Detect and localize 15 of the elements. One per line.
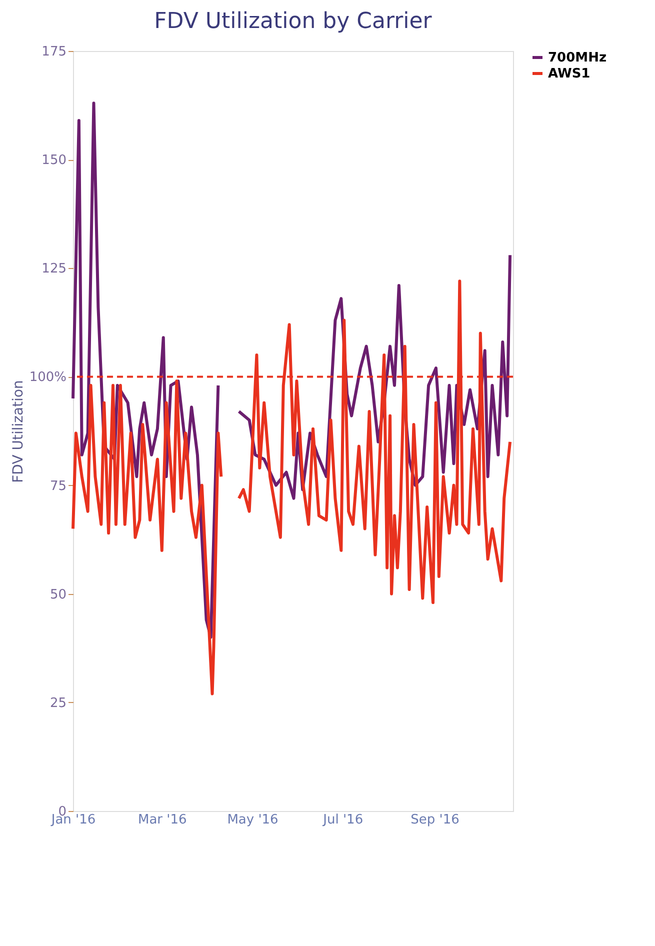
legend-label: AWS1 (548, 66, 590, 82)
y-tick-label: 150 (42, 153, 66, 168)
y-tick-label: 75 (50, 478, 66, 494)
legend-label: 700MHz (548, 50, 607, 66)
y-tick-label: 100% (29, 370, 66, 386)
x-tick-label: Mar '16 (138, 812, 187, 828)
x-tick-label: Sep '16 (410, 812, 460, 828)
x-tick-label: May '16 (227, 812, 278, 828)
y-axis-title: FDV Utilization (10, 380, 26, 483)
y-tick-label: 125 (42, 262, 66, 277)
x-tick-label: Jul '16 (322, 812, 364, 828)
y-tick-label: 50 (50, 587, 66, 602)
y-tick-label: 175 (42, 44, 66, 60)
y-tick-label: 25 (50, 696, 66, 711)
chart-title: FDV Utilization by Carrier (154, 9, 433, 34)
